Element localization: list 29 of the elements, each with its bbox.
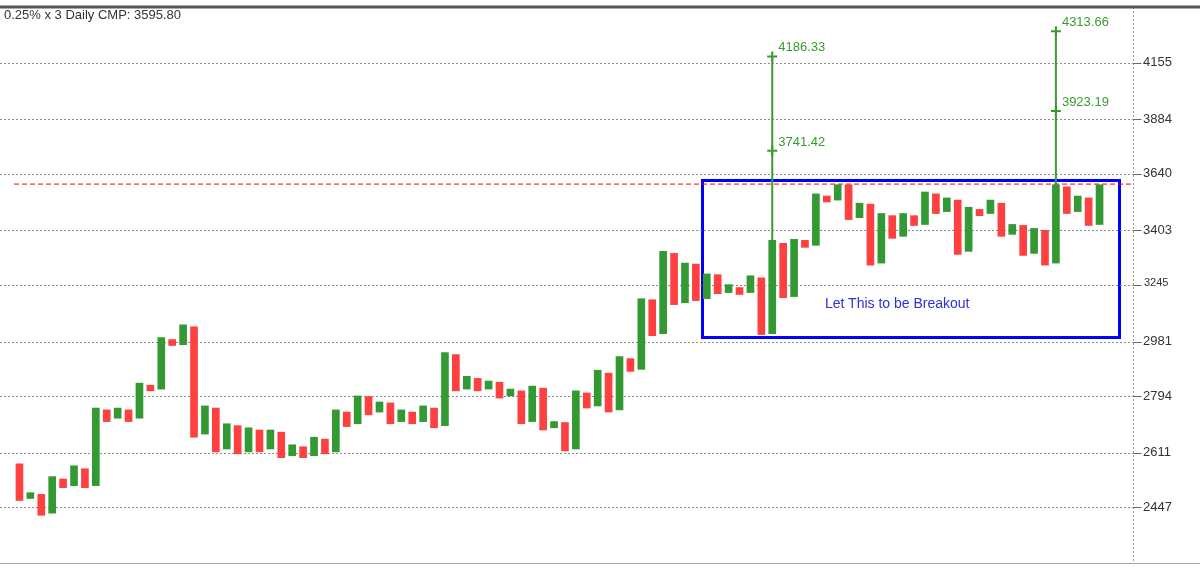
candlestick [266,429,275,450]
candlestick [899,213,907,237]
y-tick-label: 2611 [1143,444,1171,460]
data-label: 3741.42 [778,133,826,149]
candlestick [255,429,264,453]
candlestick [713,274,722,295]
data-label: 4313.66 [1061,14,1109,30]
y-tick-label: 2981 [1143,333,1172,349]
candlestick [179,324,187,346]
candlestick [364,396,373,416]
candlestick [37,493,46,516]
chart-title: 0.25% x 3 Daily CMP: 3595.80 [4,7,182,22]
y-tick-label: 2447 [1143,498,1172,514]
y-tick-label: 4155 [1143,54,1172,70]
candlestick [888,215,897,239]
y-tick-label: 3884 [1143,110,1172,126]
candlestick [70,465,78,487]
candlestick [81,468,89,489]
y-tick-label: 3403 [1143,221,1172,237]
point [766,144,779,157]
point [766,50,779,63]
annotation: Let This to be Breakout [825,295,970,311]
candlestick [430,407,438,429]
data-label: 4186.33 [778,39,826,55]
data-label: 3923.19 [1061,94,1109,109]
y-tick-label: 3640 [1143,165,1172,181]
text: 3245 [1144,276,1169,289]
candlestick [310,436,318,457]
y-tick-label: 2794 [1143,387,1172,403]
